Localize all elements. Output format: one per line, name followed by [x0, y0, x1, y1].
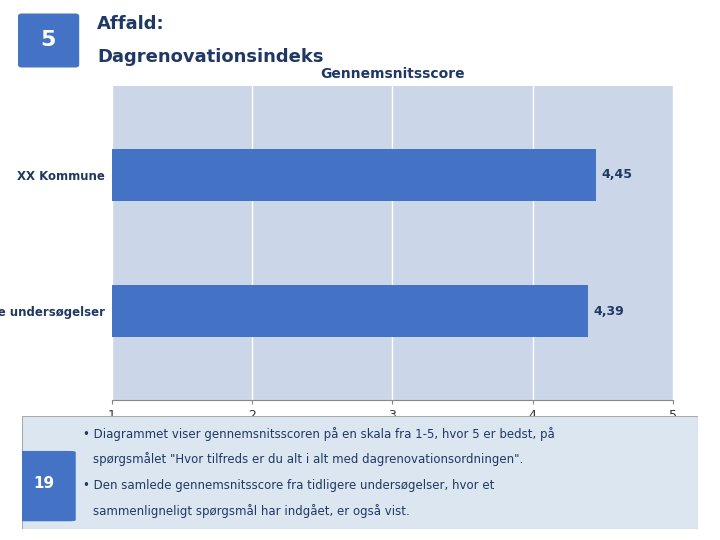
Text: • Diagrammet viser gennemsnitsscoren på en skala fra 1-5, hvor 5 er bedst, på: • Diagrammet viser gennemsnitsscoren på …	[83, 427, 554, 441]
Bar	[112, 149, 596, 201]
Text: sammenligneligt spørgsmål har indgået, er også vist.: sammenligneligt spørgsmål har indgået, e…	[93, 504, 410, 518]
Text: Dagrenovationsindeks: Dagrenovationsindeks	[97, 48, 324, 66]
Text: 4,45: 4,45	[602, 168, 633, 181]
Text: • Den samlede gennemsnitsscore fra tidligere undersøgelser, hvor et: • Den samlede gennemsnitsscore fra tidli…	[83, 480, 494, 492]
FancyBboxPatch shape	[12, 451, 76, 521]
Bar	[112, 285, 588, 337]
Text: 5: 5	[40, 30, 56, 51]
FancyBboxPatch shape	[18, 14, 79, 68]
Title: Gennemsnitsscore: Gennemsnitsscore	[320, 67, 464, 81]
Text: Affald:: Affald:	[97, 15, 165, 33]
FancyBboxPatch shape	[22, 416, 698, 529]
Text: 19: 19	[33, 476, 55, 491]
Text: 4,39: 4,39	[593, 305, 624, 318]
Text: spørgsmålet "Hvor tilfreds er du alt i alt med dagrenovationsordningen".: spørgsmålet "Hvor tilfreds er du alt i a…	[93, 452, 523, 466]
